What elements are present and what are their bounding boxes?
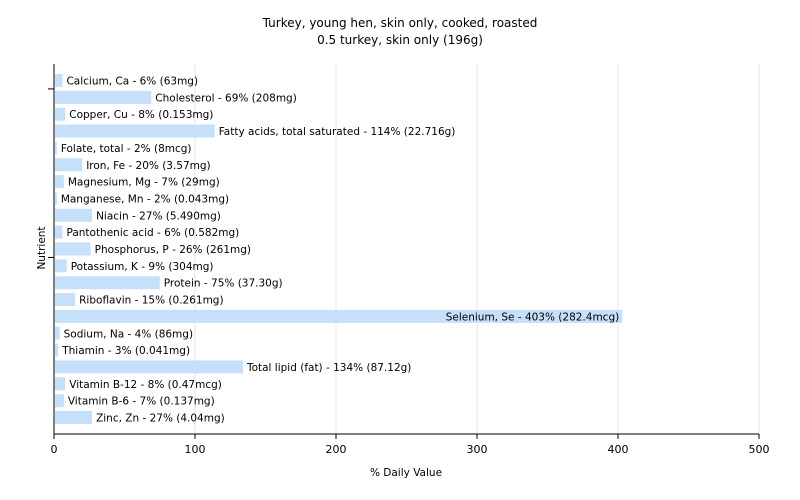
- x-tick-label: 400: [608, 443, 629, 456]
- x-tick-label: 300: [467, 443, 488, 456]
- bar: [55, 326, 60, 340]
- bar-label: Pantothenic acid - 6% (0.582mg): [66, 227, 239, 239]
- bar-label: Manganese, Mn - 2% (0.043mg): [61, 193, 229, 205]
- bar-label: Vitamin B-12 - 8% (0.47mcg): [69, 379, 222, 391]
- bar: [55, 377, 66, 391]
- x-axis-title: % Daily Value: [370, 467, 442, 479]
- bar: [55, 124, 215, 138]
- x-tick-label: 200: [326, 443, 347, 456]
- bar-label: Fatty acids, total saturated - 114% (22.…: [219, 126, 456, 138]
- bar: [55, 360, 243, 374]
- bars: [55, 74, 623, 424]
- bar: [55, 242, 91, 256]
- bar: [55, 343, 59, 357]
- bar-labels: Calcium, Ca - 6% (63mg) Cholesterol - 69%…: [61, 76, 619, 425]
- bar: [55, 158, 83, 172]
- y-axis-title: Nutrient: [36, 226, 48, 269]
- bar: [55, 74, 63, 87]
- bar-label: Cholesterol - 69% (208mg): [155, 92, 297, 104]
- bar: [55, 293, 76, 307]
- x-tick-label: 0: [51, 443, 58, 456]
- chart-subtitle: 0.5 turkey, skin only (196g): [317, 33, 483, 47]
- bar-label: Iron, Fe - 20% (3.57mg): [86, 160, 210, 172]
- chart-title: Turkey, young hen, skin only, cooked, ro…: [262, 16, 538, 30]
- bar-label: Niacin - 27% (5.490mg): [96, 210, 221, 222]
- bar-label: Total lipid (fat) - 134% (87.12g): [246, 362, 411, 374]
- bar: [55, 259, 67, 273]
- bar-label: Selenium, Se - 403% (282.4mcg): [446, 311, 620, 323]
- bar-label: Calcium, Ca - 6% (63mg): [66, 76, 198, 88]
- bar: [55, 141, 57, 155]
- bar-label: Magnesium, Mg - 7% (29mg): [68, 177, 220, 189]
- x-tick-label: 100: [185, 443, 206, 456]
- bar-label: Riboflavin - 15% (0.261mg): [79, 295, 223, 307]
- bar-label: Protein - 75% (37.30g): [164, 278, 283, 290]
- bar-label: Thiamin - 3% (0.041mg): [61, 345, 190, 357]
- bar-label: Zinc, Zn - 27% (4.04mg): [96, 413, 225, 425]
- x-tick-label: 500: [749, 443, 770, 456]
- bar: [55, 175, 64, 189]
- bar: [55, 107, 66, 121]
- axes: 0 100 200 300 400 500: [48, 64, 770, 456]
- bar: [55, 208, 93, 222]
- bar: [55, 276, 160, 290]
- bar-label: Copper, Cu - 8% (0.153mg): [69, 109, 213, 121]
- bar: [55, 411, 93, 424]
- bar: [55, 225, 63, 239]
- grid: [194, 64, 760, 434]
- bar-label: Folate, total - 2% (8mcg): [61, 143, 192, 155]
- bar-label: Phosphorus, P - 26% (261mg): [95, 244, 251, 256]
- bar-label: Sodium, Na - 4% (86mg): [64, 328, 193, 340]
- bar: [55, 191, 57, 205]
- bar: [55, 394, 64, 408]
- bar-label: Vitamin B-6 - 7% (0.137mg): [68, 396, 215, 408]
- bar-label: Potassium, K - 9% (304mg): [71, 261, 214, 273]
- bar: [55, 90, 152, 104]
- bar: [55, 309, 623, 323]
